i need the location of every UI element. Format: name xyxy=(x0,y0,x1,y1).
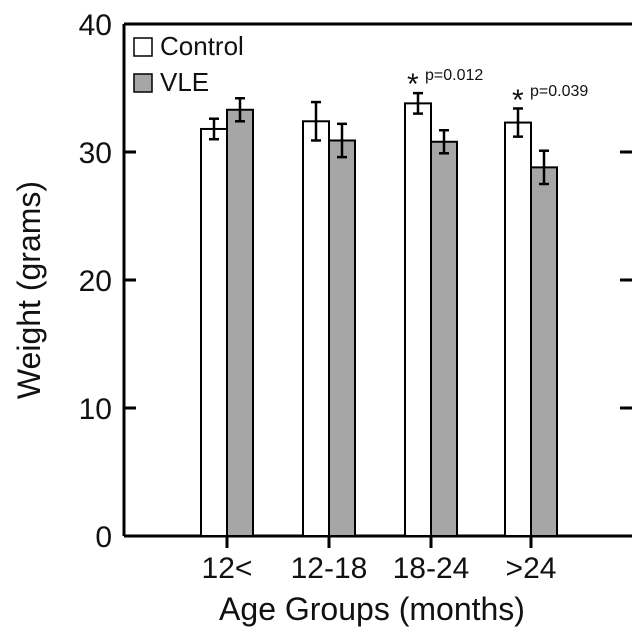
legend-label-vle: VLE xyxy=(160,67,209,97)
y-tick-label: 20 xyxy=(79,265,112,298)
bar-vle xyxy=(430,140,458,537)
legend-label-control: Control xyxy=(160,31,244,61)
x-tick-label: 12< xyxy=(202,552,253,585)
bars xyxy=(200,102,558,538)
y-tick-label: 40 xyxy=(79,9,112,42)
error-bars xyxy=(209,91,549,186)
p-value-label: p=0.039 xyxy=(530,83,588,100)
y-tick-label: 0 xyxy=(95,521,112,554)
x-tick-label: 18-24 xyxy=(393,552,470,585)
annotations: * p=0.012 * p=0.039 xyxy=(407,67,588,117)
significance-star: * xyxy=(407,68,419,101)
y-tick-label: 10 xyxy=(79,393,112,426)
legend-swatch-control xyxy=(133,37,153,57)
bar-control xyxy=(302,120,330,537)
y-ticks: 0 10 20 30 40 xyxy=(79,9,632,554)
legend-swatch-vle xyxy=(133,73,153,93)
bar-control xyxy=(200,127,228,538)
bar-control xyxy=(404,102,432,538)
legend: Control VLE xyxy=(133,31,244,97)
y-axis-label: Weight (grams) xyxy=(11,181,47,399)
x-axis-label: Age Groups (months) xyxy=(219,591,525,627)
significance-star: * xyxy=(512,84,524,117)
y-tick-label: 30 xyxy=(79,137,112,170)
bar-control xyxy=(504,121,532,537)
x-tick-label: >24 xyxy=(506,552,557,585)
p-value-label: p=0.012 xyxy=(425,67,483,84)
x-tick-label: 12-18 xyxy=(291,552,368,585)
x-tick-labels: 12< 12-18 18-24 >24 xyxy=(202,552,557,585)
bar-vle xyxy=(328,139,356,537)
bar-vle xyxy=(530,166,558,538)
bar-vle xyxy=(226,108,254,537)
